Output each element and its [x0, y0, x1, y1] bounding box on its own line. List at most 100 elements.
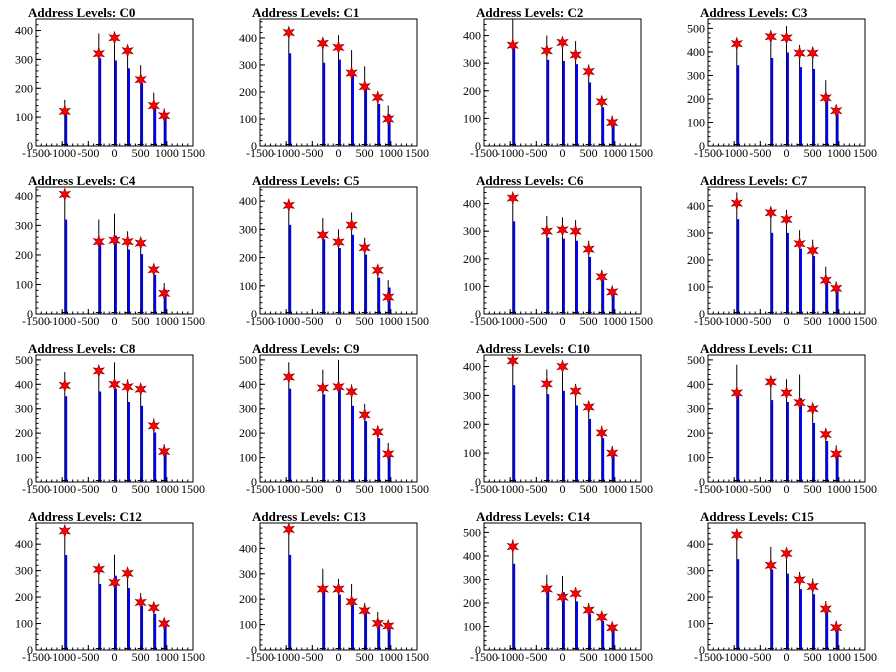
x-tick-label: 1000	[827, 650, 851, 664]
x-tick-label: 0	[560, 650, 566, 664]
x-tick-label: -500	[749, 650, 771, 664]
histogram-bar	[588, 418, 592, 482]
y-tick-label: 0	[699, 475, 705, 489]
y-tick-label: 200	[239, 251, 257, 265]
x-tick-label: -500	[749, 314, 771, 328]
peak-marker	[371, 263, 384, 278]
x-tick-label: 0	[560, 314, 566, 328]
chart-title: Address Levels: C4	[28, 173, 136, 188]
x-tick-label: -500	[301, 650, 323, 664]
histogram-bar	[140, 254, 144, 314]
chart-plot: 0 100 200 300 400 -1500-1000 -500 0 500 1000 1500	[239, 186, 429, 328]
histogram-bar	[836, 627, 839, 650]
x-tick-label: 1500	[181, 146, 205, 160]
peak-marker	[316, 581, 330, 597]
x-tick-label: 1000	[827, 482, 851, 496]
x-tick-label: -500	[301, 314, 323, 328]
x-tick-label: 1000	[155, 482, 179, 496]
peak-marker	[345, 65, 358, 81]
x-tick-label: -1000	[496, 314, 524, 328]
peak-marker	[569, 586, 582, 601]
histogram-bar	[736, 390, 740, 482]
histogram-bar	[388, 627, 391, 650]
peak-marker	[358, 240, 371, 255]
x-tick-label: -1000	[272, 650, 300, 664]
peak-marker	[793, 395, 806, 410]
peak-marker	[595, 425, 608, 441]
x-tick-label: 1000	[379, 482, 403, 496]
x-tick-label: -500	[525, 146, 547, 160]
histogram-bar	[164, 289, 167, 314]
y-tick-label: 400	[687, 199, 705, 213]
x-tick-label: -1000	[272, 482, 300, 496]
histogram-bar	[153, 432, 157, 482]
histogram-bar	[736, 559, 740, 650]
x-tick-label: 1500	[405, 482, 429, 496]
x-tick-label: 500	[804, 650, 822, 664]
histogram-bar	[512, 221, 516, 314]
y-tick-label: 0	[251, 475, 257, 489]
histogram-bar	[547, 59, 550, 146]
peak-marker	[793, 236, 806, 251]
x-tick-label: -500	[525, 482, 547, 496]
y-tick-label: 0	[27, 307, 33, 321]
y-tick-label: 400	[239, 541, 257, 555]
y-tick-label: 400	[15, 24, 33, 38]
x-tick-label: -500	[525, 650, 547, 664]
y-tick-label: 200	[687, 426, 705, 440]
peak-marker	[92, 363, 106, 379]
y-tick-label: 0	[475, 475, 481, 489]
peak-marker	[371, 90, 384, 105]
y-tick-label: 200	[463, 596, 481, 610]
histogram-bar	[771, 57, 774, 146]
x-tick-label: 1000	[379, 314, 403, 328]
peak-marker	[58, 104, 72, 119]
x-tick-label: -1500	[470, 482, 498, 496]
chart-plot: 0 100 200 300 400 -1500-1000 -500 0 500 1000 1500	[687, 522, 877, 664]
x-tick-label: 1000	[155, 650, 179, 664]
x-tick-label: -1000	[496, 146, 524, 160]
y-tick-label: 0	[251, 643, 257, 657]
histogram-bar	[288, 224, 292, 314]
y-tick-label: 100	[463, 619, 481, 633]
chart-panel-c4: Address Levels: C4 0 100 200 300 400 -1500 -100…	[0, 168, 224, 336]
peak-marker	[829, 281, 843, 296]
peak-marker	[582, 64, 595, 79]
x-tick-label: 0	[560, 146, 566, 160]
y-tick-label: 400	[463, 29, 481, 43]
peak-marker	[764, 205, 778, 220]
peak-marker	[569, 224, 582, 239]
histogram-bar	[99, 391, 102, 482]
y-tick-label: 200	[15, 248, 33, 262]
peak-marker	[506, 353, 520, 368]
peak-marker	[819, 90, 832, 105]
peak-marker	[793, 45, 806, 61]
peak-marker	[332, 40, 345, 55]
peak-marker	[358, 79, 371, 94]
x-tick-label: -1500	[246, 146, 274, 160]
x-tick-label: 500	[580, 146, 598, 160]
peak-marker	[730, 196, 744, 211]
histogram-bar	[771, 400, 774, 482]
x-tick-label: 1000	[603, 146, 627, 160]
y-tick-label: 100	[15, 451, 33, 465]
histogram-bar	[612, 122, 615, 146]
y-tick-label: 200	[15, 426, 33, 440]
peak-marker	[108, 233, 121, 248]
x-tick-label: 1500	[405, 650, 429, 664]
chart-title: Address Levels: C3	[700, 5, 808, 20]
peak-marker	[556, 589, 569, 605]
histogram-bar	[612, 629, 615, 650]
peak-marker	[381, 289, 395, 305]
x-tick-label: -1000	[48, 482, 76, 496]
histogram-bar	[127, 249, 130, 314]
peak-marker	[764, 558, 778, 573]
peak-marker	[147, 418, 160, 433]
peak-marker	[332, 581, 345, 597]
x-tick-label: -1500	[470, 146, 498, 160]
x-tick-label: -1500	[470, 650, 498, 664]
peak-marker	[582, 602, 595, 618]
chart-panel-c14: Address Levels: C14 0 100 200 300 400 500 -1500…	[448, 504, 672, 672]
peak-marker	[157, 616, 171, 631]
histogram-bar	[812, 256, 816, 314]
